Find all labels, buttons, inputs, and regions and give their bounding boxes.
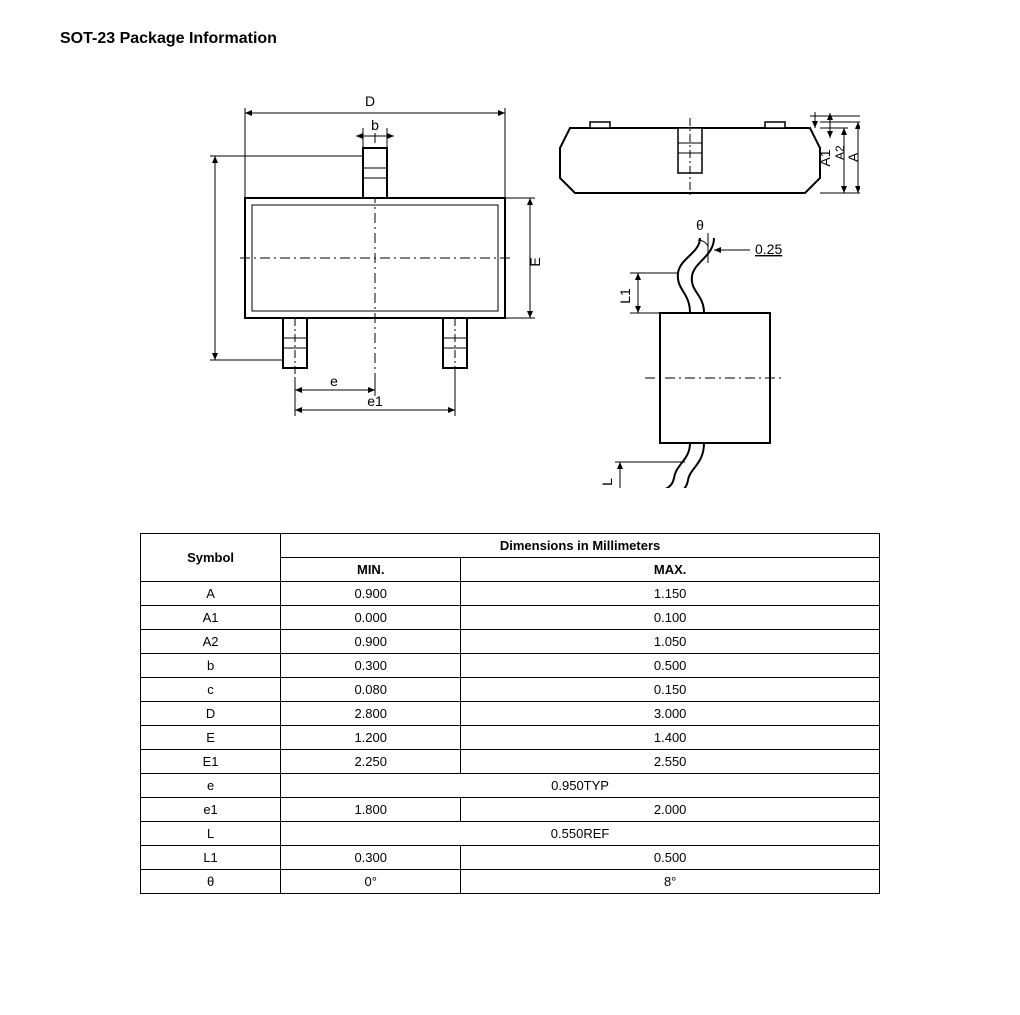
dim-label-e1: e1 bbox=[367, 393, 383, 409]
cell-symbol: b bbox=[141, 654, 281, 678]
col-header-symbol: Symbol bbox=[141, 534, 281, 582]
cell-min: 0° bbox=[281, 870, 461, 894]
cell-min: 0.300 bbox=[281, 846, 461, 870]
cell-min: 1.800 bbox=[281, 798, 461, 822]
cell-min: 0.000 bbox=[281, 606, 461, 630]
dim-label-theta: θ bbox=[696, 217, 704, 233]
table-row: L0.550REF bbox=[141, 822, 880, 846]
table-row: E1.2001.400 bbox=[141, 726, 880, 750]
cell-max: 1.150 bbox=[461, 582, 880, 606]
table-row: A20.9001.050 bbox=[141, 630, 880, 654]
dim-label-025: 0.25 bbox=[755, 241, 782, 257]
cell-symbol: E1 bbox=[141, 750, 281, 774]
side-view: A1 A2 A bbox=[560, 112, 860, 198]
table-row: E12.2502.550 bbox=[141, 750, 880, 774]
table-row: L10.3000.500 bbox=[141, 846, 880, 870]
table-row: b0.3000.500 bbox=[141, 654, 880, 678]
package-diagram: D b E e e1 bbox=[160, 68, 960, 493]
table-row: e0.950TYP bbox=[141, 774, 880, 798]
cell-symbol: θ bbox=[141, 870, 281, 894]
cell-min: 0.080 bbox=[281, 678, 461, 702]
cell-span: 0.950TYP bbox=[281, 774, 880, 798]
table-row: c0.0800.150 bbox=[141, 678, 880, 702]
cell-symbol: A bbox=[141, 582, 281, 606]
dim-label-A: A bbox=[845, 152, 860, 162]
cell-max: 1.400 bbox=[461, 726, 880, 750]
page-title: SOT-23 Package Information bbox=[60, 30, 960, 48]
dim-label-e: e bbox=[330, 373, 338, 389]
top-view: D b E e e1 bbox=[210, 93, 543, 416]
dim-label-L1: L1 bbox=[617, 288, 633, 304]
dim-label-E: E bbox=[527, 257, 543, 266]
cell-max: 2.550 bbox=[461, 750, 880, 774]
cell-min: 0.900 bbox=[281, 582, 461, 606]
cell-symbol: L1 bbox=[141, 846, 281, 870]
cell-max: 8° bbox=[461, 870, 880, 894]
cell-max: 3.000 bbox=[461, 702, 880, 726]
cell-symbol: A1 bbox=[141, 606, 281, 630]
lead-detail: θ 0.25 L1 L c bbox=[599, 217, 785, 488]
table-row: A10.0000.100 bbox=[141, 606, 880, 630]
cell-symbol: e1 bbox=[141, 798, 281, 822]
dim-label-A1: A1 bbox=[817, 149, 833, 166]
col-header-max: MAX. bbox=[461, 558, 880, 582]
table-row: D2.8003.000 bbox=[141, 702, 880, 726]
cell-min: 2.800 bbox=[281, 702, 461, 726]
dim-label-b: b bbox=[371, 117, 379, 133]
col-header-dims: Dimensions in Millimeters bbox=[281, 534, 880, 558]
cell-max: 2.000 bbox=[461, 798, 880, 822]
table-row: A0.9001.150 bbox=[141, 582, 880, 606]
cell-min: 1.200 bbox=[281, 726, 461, 750]
col-header-min: MIN. bbox=[281, 558, 461, 582]
cell-max: 1.050 bbox=[461, 630, 880, 654]
cell-symbol: E bbox=[141, 726, 281, 750]
cell-symbol: c bbox=[141, 678, 281, 702]
cell-min: 0.900 bbox=[281, 630, 461, 654]
cell-max: 0.500 bbox=[461, 654, 880, 678]
cell-symbol: A2 bbox=[141, 630, 281, 654]
dim-label-D: D bbox=[365, 93, 375, 109]
cell-max: 0.150 bbox=[461, 678, 880, 702]
cell-symbol: e bbox=[141, 774, 281, 798]
table-row: e11.8002.000 bbox=[141, 798, 880, 822]
cell-max: 0.100 bbox=[461, 606, 880, 630]
cell-symbol: D bbox=[141, 702, 281, 726]
cell-max: 0.500 bbox=[461, 846, 880, 870]
dimensions-table: Symbol Dimensions in Millimeters MIN. MA… bbox=[140, 533, 880, 894]
table-row: θ0°8° bbox=[141, 870, 880, 894]
cell-span: 0.550REF bbox=[281, 822, 880, 846]
dim-label-L: L bbox=[599, 478, 615, 486]
cell-min: 0.300 bbox=[281, 654, 461, 678]
cell-min: 2.250 bbox=[281, 750, 461, 774]
cell-symbol: L bbox=[141, 822, 281, 846]
